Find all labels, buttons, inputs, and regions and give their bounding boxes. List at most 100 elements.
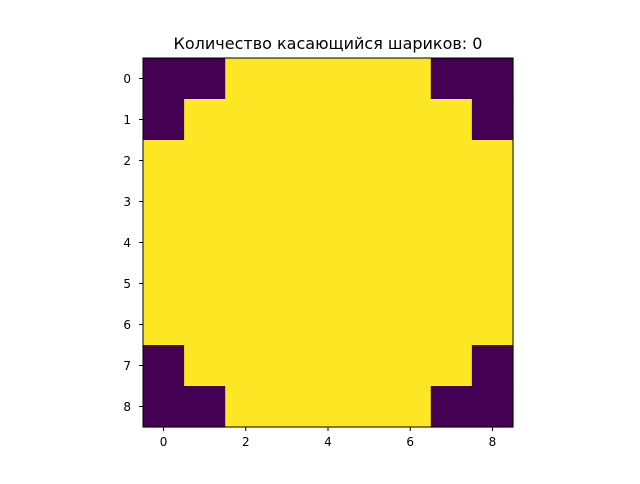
heatmap-cell <box>307 304 350 346</box>
heatmap-cell <box>143 181 185 223</box>
heatmap-cell <box>143 386 185 428</box>
heatmap-cell <box>184 345 226 387</box>
heatmap-cell <box>225 263 267 305</box>
heatmap-cell <box>389 58 432 100</box>
heatmap-cell <box>348 58 391 100</box>
chart-title: Количество касающийся шариков: 0 <box>174 34 483 53</box>
heatmap-cell <box>430 386 473 428</box>
heatmap-cell <box>389 345 432 387</box>
heatmap-cell <box>348 222 391 264</box>
heatmap-cell <box>266 386 309 428</box>
heatmap-cell <box>471 345 514 387</box>
heatmap-cell <box>471 263 514 305</box>
y-tick-label: 8 <box>123 400 131 414</box>
x-axis-ticks: 0 2 4 6 8 <box>160 427 497 449</box>
heatmap-cell <box>471 99 514 141</box>
heatmap-cell <box>184 304 226 346</box>
heatmap-cell <box>266 263 309 305</box>
heatmap-cell <box>389 386 432 428</box>
y-tick-label: 1 <box>123 113 131 127</box>
y-tick-label: 4 <box>123 236 131 250</box>
heatmap-cell <box>307 99 350 141</box>
x-tick-label: 8 <box>489 435 497 449</box>
heatmap-cell <box>143 58 185 100</box>
x-tick-label: 2 <box>242 435 250 449</box>
heatmap-cell <box>225 181 267 223</box>
heatmap-cell <box>266 140 309 182</box>
heatmap-cell <box>266 222 309 264</box>
heatmap-cell <box>143 263 185 305</box>
y-tick-label: 6 <box>123 318 131 332</box>
heatmap-cell <box>307 222 350 264</box>
heatmap-cell <box>430 99 473 141</box>
y-tick-label: 3 <box>123 195 131 209</box>
y-tick-label: 5 <box>123 277 131 291</box>
heatmap-cell <box>143 304 185 346</box>
y-tick-label: 0 <box>123 72 131 86</box>
heatmap-cell <box>471 222 514 264</box>
heatmap-cell <box>430 304 473 346</box>
heatmap-cell <box>225 345 267 387</box>
heatmap-cell <box>184 58 226 100</box>
heatmap-cell <box>389 99 432 141</box>
heatmap-cell <box>143 99 185 141</box>
heatmap-cell <box>348 99 391 141</box>
heatmap-cell <box>266 99 309 141</box>
heatmap-cell <box>266 345 309 387</box>
heatmap-cell <box>430 222 473 264</box>
heatmap-cell <box>184 386 226 428</box>
heatmap-cell <box>430 58 473 100</box>
heatmap-cell <box>348 345 391 387</box>
heatmap-cell <box>389 304 432 346</box>
heatmap-cell <box>184 181 226 223</box>
y-tick-label: 7 <box>123 359 131 373</box>
heatmap-cell <box>307 386 350 428</box>
heatmap-cell <box>471 386 514 428</box>
x-tick-label: 4 <box>324 435 332 449</box>
heatmap-cell <box>225 386 267 428</box>
y-axis-ticks: 0 1 2 3 4 5 6 7 8 <box>123 72 143 414</box>
heatmap-cell <box>266 58 309 100</box>
heatmap-cell <box>143 345 185 387</box>
heatmap-cell <box>348 263 391 305</box>
heatmap-cell <box>307 140 350 182</box>
x-tick-label: 0 <box>160 435 168 449</box>
heatmap-cell <box>225 304 267 346</box>
heatmap-cell <box>471 58 514 100</box>
heatmap-cell <box>389 181 432 223</box>
heatmap-cell <box>225 140 267 182</box>
heatmap-cell <box>266 181 309 223</box>
heatmap-cell <box>225 99 267 141</box>
y-tick-label: 2 <box>123 154 131 168</box>
heatmap-cell <box>471 304 514 346</box>
heatmap-cell <box>430 345 473 387</box>
heatmap-cell <box>389 263 432 305</box>
heatmap-cell <box>307 345 350 387</box>
heatmap-cell <box>348 181 391 223</box>
heatmap-cell <box>307 58 350 100</box>
heatmap-cell <box>348 304 391 346</box>
heatmap-cell <box>430 181 473 223</box>
heatmap-cell <box>430 263 473 305</box>
heatmap-cell <box>184 99 226 141</box>
heatmap-cell <box>430 140 473 182</box>
heatmap-cell <box>471 181 514 223</box>
heatmap-cell <box>348 140 391 182</box>
heatmap-cell <box>184 263 226 305</box>
heatmap-cell <box>143 140 185 182</box>
heatmap-cell <box>307 263 350 305</box>
heatmap-cell <box>225 58 267 100</box>
heatmap-cells <box>143 58 514 428</box>
heatmap-cell <box>307 181 350 223</box>
x-tick-label: 6 <box>406 435 414 449</box>
heatmap-cell <box>143 222 185 264</box>
heatmap-cell <box>348 386 391 428</box>
heatmap-cell <box>471 140 514 182</box>
heatmap-cell <box>225 222 267 264</box>
heatmap-cell <box>389 222 432 264</box>
heatmap-cell <box>389 140 432 182</box>
heatmap-cell <box>266 304 309 346</box>
heatmap-cell <box>184 222 226 264</box>
